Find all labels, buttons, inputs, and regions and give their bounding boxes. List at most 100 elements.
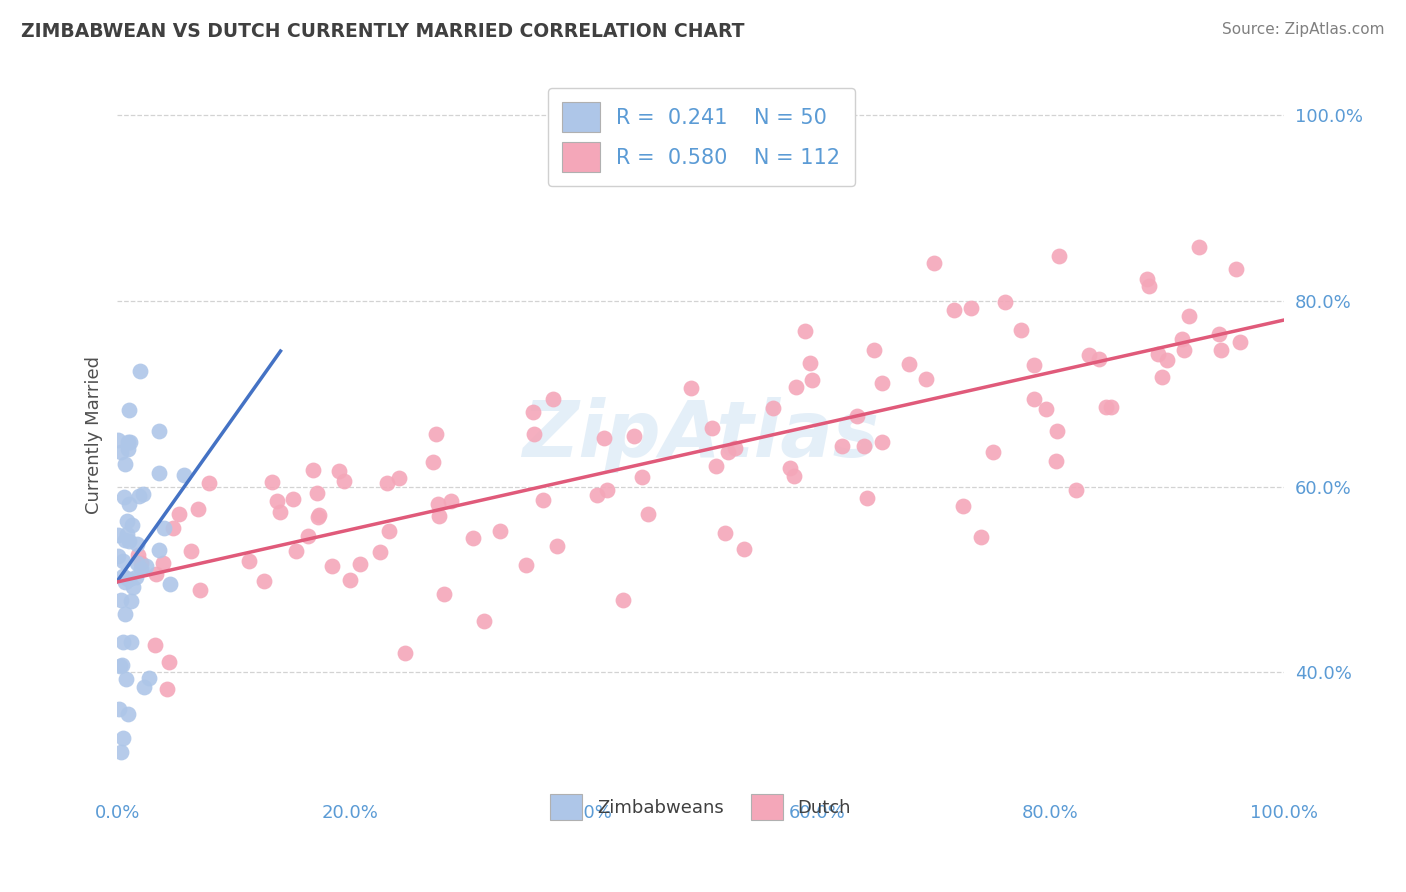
Point: [328, 464, 350, 478]
Point: [114, 574, 136, 589]
Point: [114, 607, 136, 621]
Point: [308, 508, 330, 522]
Point: [762, 401, 785, 416]
Point: [180, 543, 202, 558]
Point: [117, 435, 139, 450]
Point: [1099, 400, 1122, 414]
Point: [128, 490, 150, 504]
Point: [121, 518, 143, 533]
Point: [433, 587, 456, 601]
Point: [546, 539, 568, 553]
Point: [1064, 483, 1087, 497]
Point: [125, 570, 148, 584]
Point: [118, 572, 141, 586]
Text: Source: ZipAtlas.com: Source: ZipAtlas.com: [1222, 22, 1385, 37]
Point: [132, 680, 155, 694]
Point: [915, 372, 938, 386]
Point: [148, 542, 170, 557]
Point: [1188, 240, 1211, 254]
Point: [114, 533, 136, 547]
Point: [349, 557, 371, 571]
Point: [714, 525, 737, 540]
Point: [145, 567, 167, 582]
Point: [388, 471, 411, 485]
Point: [785, 380, 807, 394]
Point: [302, 463, 325, 477]
Point: [943, 302, 966, 317]
Point: [152, 556, 174, 570]
Point: [1045, 454, 1067, 468]
Point: [1171, 332, 1194, 346]
Point: [117, 526, 139, 541]
Point: [831, 438, 853, 452]
Point: [1136, 272, 1159, 286]
Point: [1173, 343, 1195, 357]
Point: [523, 426, 546, 441]
Point: [159, 576, 181, 591]
Point: [924, 256, 946, 270]
Point: [148, 425, 170, 439]
Point: [307, 486, 329, 500]
Point: [117, 706, 139, 721]
Point: [422, 455, 444, 469]
Point: [118, 534, 141, 549]
Legend: Zimbabweans, Dutch: Zimbabweans, Dutch: [536, 780, 866, 834]
Point: [120, 435, 142, 450]
Point: [541, 392, 564, 406]
Point: [138, 672, 160, 686]
Point: [111, 657, 134, 672]
Point: [128, 364, 150, 378]
Point: [717, 445, 740, 459]
Point: [981, 445, 1004, 459]
Point: [378, 524, 401, 538]
Point: [779, 461, 801, 475]
Point: [114, 673, 136, 687]
Point: [427, 497, 450, 511]
Point: [333, 474, 356, 488]
Point: [262, 475, 284, 490]
Point: [593, 431, 616, 445]
Point: [856, 491, 879, 506]
Point: [110, 745, 132, 759]
Point: [637, 508, 659, 522]
Point: [1095, 400, 1118, 414]
Point: [515, 558, 537, 572]
Point: [1137, 279, 1160, 293]
Point: [187, 501, 209, 516]
Point: [143, 638, 166, 652]
Point: [135, 559, 157, 574]
Point: [111, 731, 134, 745]
Point: [898, 357, 921, 371]
Point: [375, 475, 398, 490]
Point: [1146, 347, 1168, 361]
Point: [394, 647, 416, 661]
Point: [425, 427, 447, 442]
Point: [107, 549, 129, 563]
Point: [623, 428, 645, 442]
Text: ZIMBABWEAN VS DUTCH CURRENTLY MARRIED CORRELATION CHART: ZIMBABWEAN VS DUTCH CURRENTLY MARRIED CO…: [21, 22, 745, 41]
Point: [612, 593, 634, 607]
Point: [1035, 402, 1057, 417]
Point: [799, 356, 821, 370]
Point: [297, 528, 319, 542]
Point: [952, 499, 974, 513]
Point: [1088, 351, 1111, 366]
Point: [793, 324, 815, 338]
Point: [173, 467, 195, 482]
Point: [127, 549, 149, 563]
Point: [155, 682, 177, 697]
Point: [1077, 348, 1099, 362]
Point: [107, 434, 129, 448]
Point: [1047, 249, 1070, 263]
Point: [1177, 309, 1199, 323]
Point: [125, 537, 148, 551]
Text: ZipAtlas: ZipAtlas: [522, 398, 879, 474]
Point: [153, 521, 176, 535]
Point: [117, 497, 139, 511]
Point: [489, 524, 512, 539]
Point: [463, 531, 485, 545]
Point: [853, 439, 876, 453]
Point: [115, 515, 138, 529]
Point: [1022, 392, 1045, 406]
Point: [162, 521, 184, 535]
